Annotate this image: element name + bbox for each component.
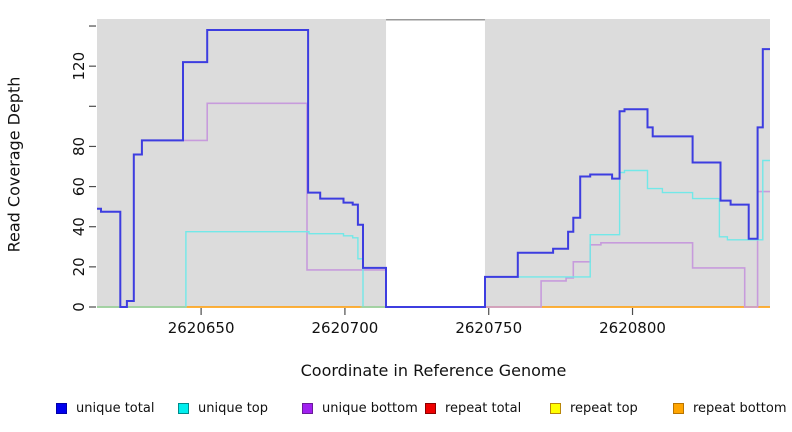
y-tick-label: 20 <box>70 257 88 276</box>
unique-top-swatch-icon <box>178 402 189 414</box>
legend-item-unique-bottom: unique bottom <box>302 400 418 416</box>
series-unique-total <box>97 29 770 308</box>
x-tick-label: 2620750 <box>455 319 522 337</box>
legend-item-unique-top: unique top <box>178 400 268 416</box>
unique-total-swatch-icon <box>56 402 67 414</box>
legend-item-unique-total: unique total <box>56 400 154 416</box>
legend-item-repeat-bottom: repeat bottom <box>673 400 787 416</box>
x-tick-label: 2620800 <box>599 319 666 337</box>
legend-item-repeat-top: repeat top <box>550 400 638 416</box>
y-tick-label: 0 <box>70 302 88 312</box>
y-tick-label: 60 <box>70 177 88 196</box>
repeat-top-swatch-icon <box>550 402 561 414</box>
legend-label: unique bottom <box>322 400 418 416</box>
series-unique-top <box>97 159 770 308</box>
x-tick-label: 2620650 <box>168 319 235 337</box>
legend-item-repeat-total: repeat total <box>425 400 521 416</box>
x-tick-label: 2620700 <box>312 319 379 337</box>
legend-label: unique top <box>198 400 269 416</box>
shaded-region <box>97 19 387 307</box>
shaded-region <box>484 19 770 307</box>
legend-label: unique total <box>76 400 155 416</box>
x-axis-title: Coordinate in Reference Genome <box>300 361 567 380</box>
y-tick-label: 40 <box>70 217 88 236</box>
legend-label: repeat bottom <box>693 400 787 416</box>
y-axis-title: Read Coverage Depth <box>4 76 24 253</box>
legend: unique total unique top unique bottom re… <box>0 400 792 420</box>
repeat-bottom-swatch-icon <box>673 402 684 414</box>
legend-label: repeat top <box>570 400 638 416</box>
unique-bottom-swatch-icon <box>302 402 313 414</box>
y-tick-label: 80 <box>70 137 88 156</box>
legend-label: repeat total <box>445 400 522 416</box>
y-tick-label: 120 <box>70 52 88 81</box>
repeat-total-swatch-icon <box>425 402 436 414</box>
